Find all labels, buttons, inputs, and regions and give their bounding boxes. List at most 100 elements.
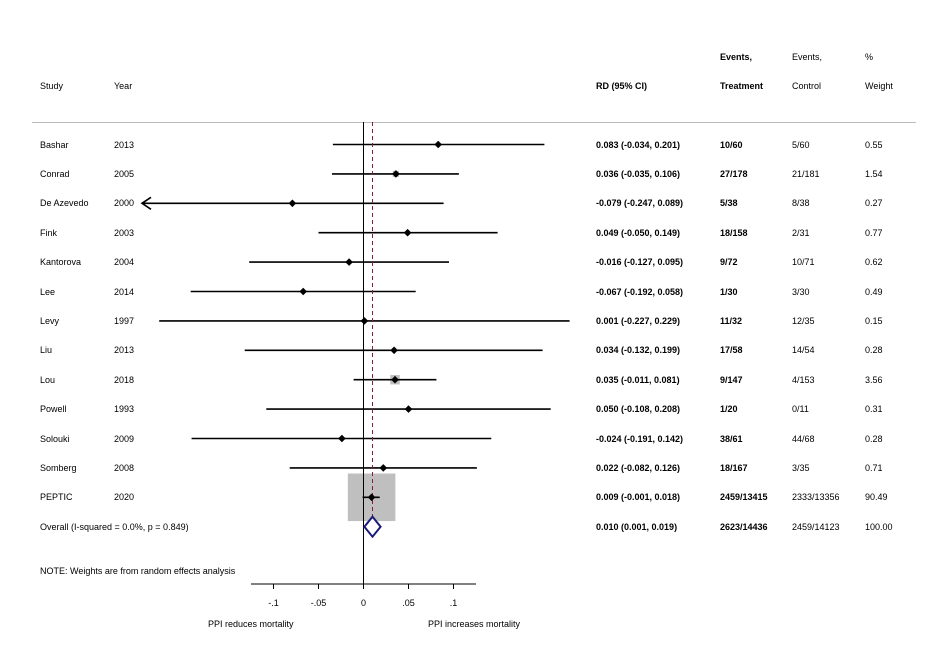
study-rd-ci: -0.024 (-0.191, 0.142) — [596, 434, 684, 444]
study-name: Somberg — [40, 463, 77, 473]
study-events-treatment: 9/72 — [720, 257, 738, 267]
study-rd-ci: 0.036 (-0.035, 0.106) — [596, 169, 681, 179]
study-name: De Azevedo — [40, 198, 89, 208]
study-weight: 0.62 — [865, 257, 883, 267]
header-events-control-1: Events, — [792, 52, 823, 62]
study-weight: 0.31 — [865, 404, 883, 414]
study-weight: 0.15 — [865, 316, 883, 326]
axis-right-label: PPI increases mortality — [428, 619, 521, 629]
study-weight: 0.71 — [865, 463, 883, 473]
study-rd-ci: 0.050 (-0.108, 0.208) — [596, 404, 681, 414]
footnote: NOTE: Weights are from random effects an… — [40, 566, 236, 576]
study-name: Liu — [40, 345, 53, 355]
study-name: Solouki — [40, 434, 70, 444]
study-year: 2018 — [114, 375, 135, 385]
x-tick-label: .05 — [402, 598, 415, 608]
header-rd-ci: RD (95% CI) — [596, 81, 648, 91]
study-year: 2009 — [114, 434, 135, 444]
point-estimate — [288, 199, 297, 208]
study-year: 1993 — [114, 404, 135, 414]
header-events-control-2: Control — [792, 81, 822, 91]
study-weight: 90.49 — [865, 492, 888, 502]
study-name: Kantorova — [40, 257, 82, 267]
x-tick-label: .1 — [450, 598, 458, 608]
study-events-treatment: 11/32 — [720, 316, 743, 326]
study-rd-ci: 0.049 (-0.050, 0.149) — [596, 228, 681, 238]
overall-diamond — [363, 515, 382, 539]
study-events-control: 8/38 — [792, 198, 810, 208]
study-year: 2014 — [114, 287, 135, 297]
study-name: Lou — [40, 375, 56, 385]
study-weight: 0.28 — [865, 434, 883, 444]
x-tick-label: 0 — [361, 598, 366, 608]
study-weight: 1.54 — [865, 169, 883, 179]
overall-weight: 100.00 — [865, 522, 893, 532]
study-events-control: 5/60 — [792, 140, 810, 150]
study-events-control: 21/181 — [792, 169, 820, 179]
study-events-treatment: 27/178 — [720, 169, 748, 179]
study-events-treatment: 9/147 — [720, 375, 743, 385]
study-events-treatment: 38/61 — [720, 434, 743, 444]
study-weight: 0.49 — [865, 287, 883, 297]
ci-arrow-left — [140, 196, 152, 210]
study-events-treatment: 1/20 — [720, 404, 738, 414]
point-estimate — [367, 493, 376, 502]
study-rd-ci: 0.034 (-0.132, 0.199) — [596, 345, 681, 355]
axis-left-label: PPI reduces mortality — [208, 619, 294, 629]
point-estimate — [392, 170, 400, 178]
study-events-control: 10/71 — [792, 257, 815, 267]
point-estimate — [403, 228, 412, 237]
study-events-treatment: 17/58 — [720, 345, 743, 355]
study-rd-ci: -0.067 (-0.192, 0.058) — [596, 287, 684, 297]
study-events-control: 0/11 — [792, 404, 809, 414]
header-study: Study — [40, 81, 64, 91]
study-events-treatment: 1/30 — [720, 287, 738, 297]
study-events-control: 12/35 — [792, 316, 815, 326]
point-estimate — [299, 287, 307, 296]
point-estimate — [404, 405, 413, 413]
study-rd-ci: -0.079 (-0.247, 0.089) — [596, 198, 684, 208]
study-year: 2003 — [114, 228, 135, 238]
header-events-treatment-1: Events, — [720, 52, 753, 62]
header-weight-1: % — [865, 52, 874, 62]
point-estimate — [391, 375, 399, 384]
header-year: Year — [114, 81, 133, 91]
study-rd-ci: 0.022 (-0.082, 0.126) — [596, 463, 681, 473]
study-weight: 0.55 — [865, 140, 883, 150]
study-name: Lee — [40, 287, 56, 297]
x-tick-label: -.1 — [268, 598, 279, 608]
study-events-control: 2/31 — [792, 228, 810, 238]
overall-rd-ci: 0.010 (0.001, 0.019) — [596, 522, 678, 532]
study-year: 2008 — [114, 463, 135, 473]
study-rd-ci: -0.016 (-0.127, 0.095) — [596, 257, 684, 267]
study-year: 2013 — [114, 140, 135, 150]
study-year: 2005 — [114, 169, 135, 179]
study-rd-ci: 0.001 (-0.227, 0.229) — [596, 316, 681, 326]
point-estimate — [379, 464, 388, 472]
study-rd-ci: 0.009 (-0.001, 0.018) — [596, 492, 681, 502]
study-events-control: 44/68 — [792, 434, 815, 444]
point-estimate — [360, 317, 369, 325]
study-events-treatment: 18/167 — [720, 463, 748, 473]
study-events-treatment: 5/38 — [720, 198, 738, 208]
study-year: 1997 — [114, 316, 135, 326]
point-estimate — [338, 434, 346, 443]
study-events-control: 3/35 — [792, 463, 810, 473]
study-year: 2000 — [114, 198, 135, 208]
overall-events-control: 2459/14123 — [792, 522, 840, 532]
point-estimate — [434, 140, 442, 149]
study-name: Fink — [40, 228, 58, 238]
study-rd-ci: 0.083 (-0.034, 0.201) — [596, 140, 681, 150]
study-events-control: 2333/13356 — [792, 492, 840, 502]
header-events-treatment-2: Treatment — [720, 81, 764, 91]
study-name: PEPTIC — [40, 492, 73, 502]
study-year: 2004 — [114, 257, 135, 267]
overall-events-treatment: 2623/14436 — [720, 522, 768, 532]
study-events-treatment: 2459/13415 — [720, 492, 768, 502]
study-rd-ci: 0.035 (-0.011, 0.081) — [596, 375, 680, 385]
x-tick-label: -.05 — [311, 598, 327, 608]
study-events-control: 4/153 — [792, 375, 815, 385]
point-estimate — [390, 346, 398, 355]
study-events-treatment: 10/60 — [720, 140, 743, 150]
study-year: 2013 — [114, 345, 135, 355]
